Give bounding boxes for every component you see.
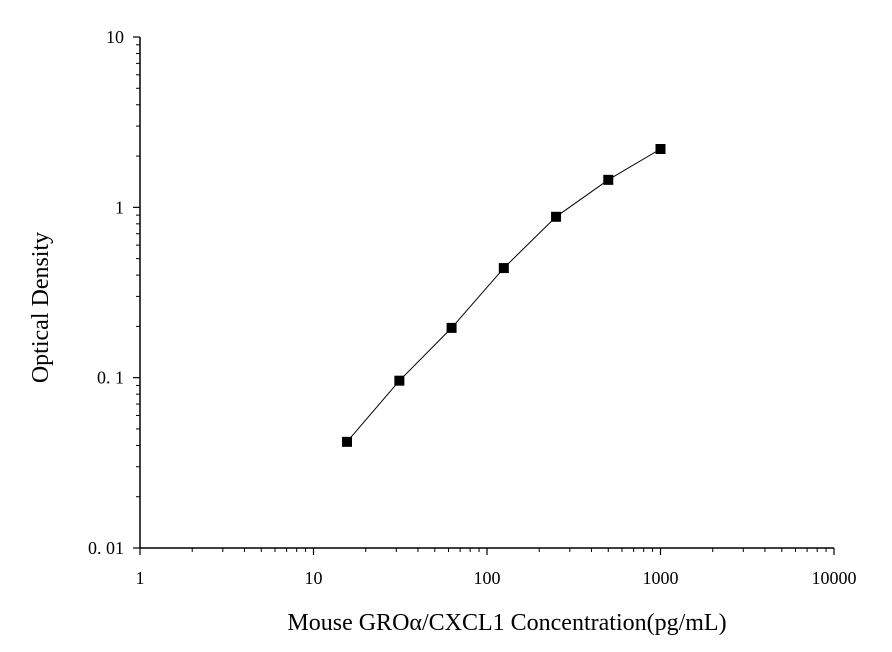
data-point <box>603 174 614 185</box>
y-tick-label: 0. 01 <box>88 538 124 558</box>
data-point <box>551 211 562 222</box>
y-tick-label: 0. 1 <box>97 368 124 388</box>
data-point <box>446 322 457 333</box>
series-line <box>346 148 661 443</box>
x-tick-label: 100 <box>474 568 501 588</box>
axes: 1 10 100 1000 10000 0. 01 0. 1 1 10 <box>88 27 857 588</box>
data-point <box>498 263 509 274</box>
y-axis-title: Optical Density <box>28 232 54 383</box>
data-point <box>394 375 405 386</box>
data-markers <box>342 144 666 447</box>
x-tick-label: 10 <box>305 568 323 588</box>
y-tick-label: 1 <box>115 197 124 217</box>
x-tick-label: 10000 <box>812 568 857 588</box>
series-curve <box>346 148 661 443</box>
x-axis-title: Mouse GROα/CXCL1 Concentration(pg/mL) <box>287 610 726 636</box>
x-tick-label: 1000 <box>643 568 679 588</box>
data-point <box>342 436 353 447</box>
y-tick-label: 10 <box>106 27 124 47</box>
data-point <box>655 144 666 155</box>
x-tick-label: 1 <box>136 568 145 588</box>
